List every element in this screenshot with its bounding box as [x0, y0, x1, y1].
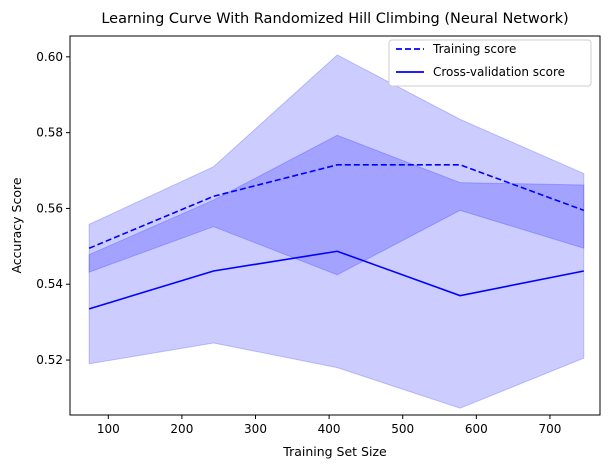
- legend-box: [388, 39, 592, 87]
- confidence-bands: [88, 54, 585, 409]
- x-tick-label: 600: [465, 422, 488, 436]
- x-tick-label: 300: [244, 422, 267, 436]
- x-axis: 100 200 300 400 500 600 700: [97, 415, 561, 436]
- y-tick-label: 0.60: [36, 50, 63, 64]
- x-tick-label: 500: [391, 422, 414, 436]
- y-tick-label: 0.54: [36, 277, 63, 291]
- legend-label-training: Training score: [432, 42, 516, 56]
- x-tick-label: 200: [170, 422, 193, 436]
- plot-frame: [69, 35, 601, 416]
- y-tick-label: 0.58: [36, 126, 63, 140]
- x-axis-label: Training Set Size: [282, 444, 387, 459]
- y-axis-label: Accuracy Score: [9, 177, 24, 273]
- band-cross-validation: [88, 54, 585, 409]
- plot-area: [69, 35, 601, 416]
- series-lines: [88, 164, 585, 310]
- chart-title: Learning Curve With Randomized Hill Clim…: [101, 11, 568, 27]
- y-axis: 0.52 0.54 0.56 0.58 0.60: [36, 50, 70, 367]
- legend: Training score Cross-validation score: [388, 39, 592, 87]
- line-training-score: [88, 164, 585, 249]
- y-tick-label: 0.52: [36, 353, 63, 367]
- legend-label-cross-validation: Cross-validation score: [433, 65, 565, 79]
- y-tick-label: 0.56: [36, 201, 63, 215]
- line-cross-validation-score: [88, 250, 584, 310]
- x-tick-label: 700: [538, 422, 561, 436]
- x-tick-label: 100: [97, 422, 120, 436]
- x-tick-label: 400: [318, 422, 341, 436]
- band-training: [88, 134, 585, 276]
